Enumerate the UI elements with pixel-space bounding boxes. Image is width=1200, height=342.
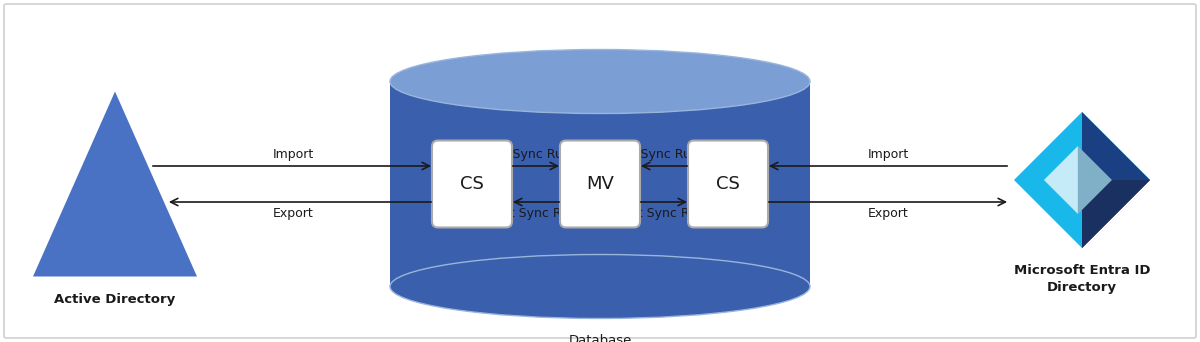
Text: Import: Import <box>868 148 908 161</box>
Text: Database: Database <box>569 334 631 342</box>
Text: In Sync Rule: In Sync Rule <box>498 148 575 161</box>
Polygon shape <box>1082 180 1150 248</box>
Text: Export: Export <box>272 207 313 220</box>
Text: CS: CS <box>460 175 484 193</box>
Polygon shape <box>1014 112 1150 248</box>
Text: Out Sync Rule: Out Sync Rule <box>620 207 708 220</box>
Polygon shape <box>1082 112 1150 248</box>
Text: MV: MV <box>586 175 614 193</box>
Ellipse shape <box>390 50 810 114</box>
FancyBboxPatch shape <box>432 141 512 227</box>
Text: CS: CS <box>716 175 740 193</box>
Polygon shape <box>1078 146 1112 214</box>
Polygon shape <box>32 92 197 276</box>
Text: Import: Import <box>272 148 313 161</box>
Text: Out Sync Rule: Out Sync Rule <box>492 207 580 220</box>
Text: Microsoft Entra ID
Directory: Microsoft Entra ID Directory <box>1014 264 1151 294</box>
Text: In Sync Rule: In Sync Rule <box>625 148 702 161</box>
FancyBboxPatch shape <box>560 141 640 227</box>
Polygon shape <box>1044 146 1078 214</box>
Text: Active Directory: Active Directory <box>54 292 175 305</box>
FancyBboxPatch shape <box>688 141 768 227</box>
FancyBboxPatch shape <box>4 4 1196 338</box>
Bar <box>390 81 810 287</box>
Ellipse shape <box>390 254 810 318</box>
Text: Export: Export <box>868 207 908 220</box>
